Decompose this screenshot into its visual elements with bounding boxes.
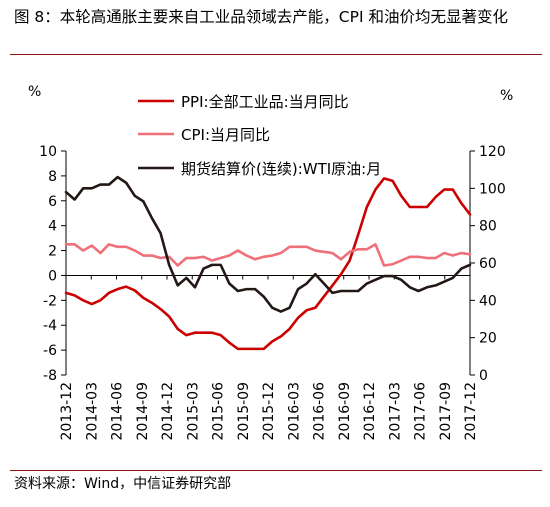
cpi-line [64,243,472,267]
right-tick-label: 120 [479,144,506,160]
x-tick-label: 2017-12 [463,382,479,441]
wti-line [64,175,472,313]
right-tick-label: 40 [479,293,497,309]
x-tick-label: 2017-09 [438,382,454,441]
x-tick-label: 2015-12 [261,382,277,441]
left-tick-label: 10 [39,144,57,160]
x-tick-label: 2017-03 [387,382,403,441]
legend-ppi-label: PPI:全部工业品:当月同比 [181,93,349,111]
ppi-line [64,177,472,351]
left-tick-label: 0 [48,268,57,284]
left-tick-label: -4 [43,318,57,334]
left-tick-label: -2 [43,293,57,309]
x-tick-label: 2013-12 [59,382,75,441]
right-tick-label: 60 [479,256,497,272]
left-tick-label: 4 [48,219,57,235]
left-tick-label: 6 [48,194,57,210]
left-axis-unit: % [28,84,41,100]
x-tick-label: 2015-09 [236,382,252,441]
legend-wti-label: 期货结算价(连续):WTI原油:月 [181,160,381,178]
x-tick-label: 2016-09 [337,382,353,441]
left-tick-label: -6 [43,343,57,359]
right-tick-label: 80 [479,219,497,235]
bottom-rule [10,470,542,471]
x-tick-label: 2015-03 [185,382,201,441]
legend-cpi-label: CPI:当月同比 [181,126,270,144]
chart-title: 图 8：本轮高通胀主要来自工业品领域去产能，CPI 和油价均无显著变化 [14,8,508,26]
left-tick-label: -8 [43,368,57,384]
right-tick-label: 20 [479,331,497,347]
x-tick-label: 2016-12 [362,382,378,441]
left-tick-label: 2 [48,244,57,260]
series-lines [64,175,472,351]
x-tick-label: 2016-06 [312,382,328,441]
x-tick-label: 2014-09 [135,382,151,441]
x-tick-label: 2014-12 [160,382,176,441]
top-rule [10,54,542,55]
left-tick-label: 8 [48,169,57,185]
right-tick-label: 100 [479,181,506,197]
x-tick-label: 2014-03 [84,382,100,441]
x-tick-label: 2016-03 [286,382,302,441]
x-tick-label: 2014-06 [110,382,126,441]
right-axis-unit: % [500,88,513,104]
source-note: 资料来源：Wind，中信证券研究部 [14,476,232,492]
x-tick-label: 2015-06 [211,382,227,441]
x-tick-label: 2017-06 [413,382,429,441]
right-tick-label: 0 [479,368,488,384]
